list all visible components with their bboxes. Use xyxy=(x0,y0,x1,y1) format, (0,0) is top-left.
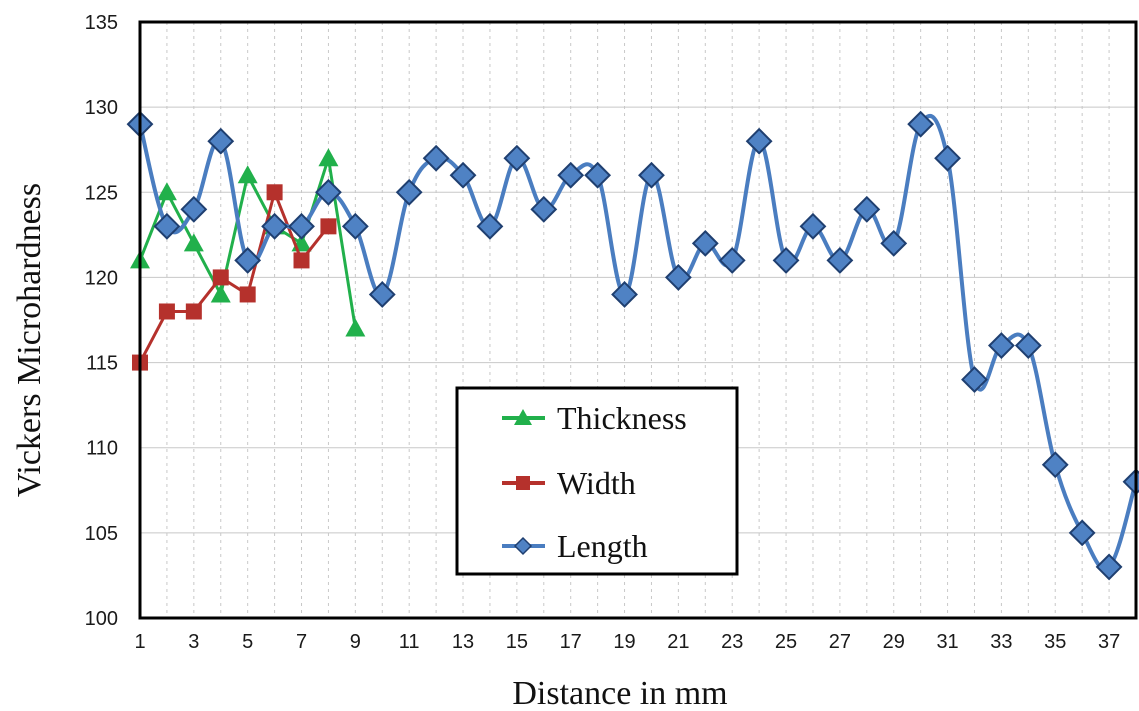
x-tick-label: 7 xyxy=(296,631,307,653)
data-point-length xyxy=(530,195,558,223)
legend-marker xyxy=(513,536,533,556)
data-point-width xyxy=(266,184,283,201)
x-tick-label: 33 xyxy=(990,631,1012,653)
data-point-length xyxy=(261,212,289,240)
series-length xyxy=(126,110,1139,581)
legend-label-thickness: Thickness xyxy=(557,400,687,436)
data-point-thickness xyxy=(156,182,177,201)
data-point-length xyxy=(1014,332,1042,359)
data-point-length xyxy=(987,332,1015,359)
data-point-length xyxy=(799,212,827,240)
data-point-length xyxy=(772,246,800,274)
y-tick-label: 115 xyxy=(86,353,118,375)
x-tick-label: 11 xyxy=(399,631,420,653)
data-point-length xyxy=(180,195,208,223)
x-tick-label: 9 xyxy=(350,631,361,653)
y-tick-label: 135 xyxy=(85,12,118,34)
x-tick-labels: 1 3 5 7 9 11 13 15 17 19 21 23 25 27 29 31 33 35 37 xyxy=(134,631,1120,653)
data-point-length xyxy=(1068,519,1096,547)
x-tick-label: 5 xyxy=(242,631,253,653)
data-point-width xyxy=(158,303,175,320)
legend-item-thickness: Thickness xyxy=(502,400,687,436)
data-point-length xyxy=(341,212,369,240)
data-point-length xyxy=(934,144,961,172)
x-tick-label: 17 xyxy=(560,631,582,653)
data-point-length xyxy=(718,246,746,274)
data-point-length xyxy=(880,229,908,257)
legend: Thickness Width Length xyxy=(455,386,739,576)
data-point-thickness xyxy=(345,318,366,337)
data-point-length xyxy=(234,246,262,274)
data-point-thickness xyxy=(210,284,231,303)
data-point-thickness xyxy=(237,165,258,184)
y-tick-label: 105 xyxy=(85,523,118,545)
data-point-length xyxy=(907,110,935,138)
x-tick-label: 19 xyxy=(613,631,635,653)
data-point-length xyxy=(422,144,450,172)
legend-item-length: Length xyxy=(502,528,648,564)
data-point-length xyxy=(853,195,881,223)
data-point-length xyxy=(207,127,235,155)
y-tick-label: 100 xyxy=(85,608,118,630)
data-point-length xyxy=(826,246,854,274)
data-point-length xyxy=(449,161,477,189)
series-width xyxy=(132,184,337,371)
legend-items: Thickness Width Length xyxy=(502,400,687,564)
series-layer xyxy=(126,110,1139,581)
legend-item-width: Width xyxy=(502,465,636,501)
y-tick-label: 125 xyxy=(85,182,118,204)
x-axis-label: Distance in mm xyxy=(512,675,727,711)
data-point-length xyxy=(611,281,638,308)
data-point-width xyxy=(212,269,229,286)
legend-marker xyxy=(516,476,530,490)
data-point-length xyxy=(503,144,531,172)
data-point-length xyxy=(745,127,773,155)
data-point-length xyxy=(395,178,423,206)
x-tick-label: 31 xyxy=(936,631,958,653)
data-point-length xyxy=(638,161,665,189)
legend-label-length: Length xyxy=(557,528,648,564)
data-point-length xyxy=(315,178,342,206)
x-tick-label: 29 xyxy=(883,631,905,653)
data-point-length xyxy=(288,212,315,240)
data-point-width xyxy=(185,303,202,320)
data-point-length xyxy=(153,212,181,240)
y-tick-label: 130 xyxy=(85,97,118,119)
data-point-length xyxy=(961,366,988,394)
x-tick-label: 37 xyxy=(1098,631,1120,653)
x-tick-label: 25 xyxy=(775,631,797,653)
data-point-thickness xyxy=(183,233,204,252)
data-point-width xyxy=(320,218,337,235)
x-tick-label: 15 xyxy=(506,631,528,653)
plot-frame xyxy=(138,20,1138,620)
y-axis-label: Vickers Microhardness xyxy=(11,183,48,497)
data-point-length xyxy=(476,212,504,240)
x-tick-label: 23 xyxy=(721,631,743,653)
y-tick-labels: 100 105 110 115 120 125 130 135 xyxy=(85,12,118,630)
data-point-length xyxy=(557,161,585,189)
x-tick-label: 13 xyxy=(452,631,474,653)
data-point-length xyxy=(1041,451,1069,479)
y-tick-label: 110 xyxy=(86,438,118,460)
data-point-width xyxy=(293,252,310,269)
x-tick-label: 21 xyxy=(667,631,689,653)
y-tick-label: 120 xyxy=(85,267,118,289)
x-tick-label: 35 xyxy=(1044,631,1066,653)
data-point-length xyxy=(664,264,692,291)
legend-marker xyxy=(514,409,532,425)
legend-label-width: Width xyxy=(557,465,636,501)
data-point-thickness xyxy=(318,148,339,167)
x-tick-label: 3 xyxy=(188,631,199,653)
x-tick-label: 27 xyxy=(829,631,851,653)
data-point-length xyxy=(584,161,612,189)
data-point-length xyxy=(368,281,396,308)
data-point-width xyxy=(239,286,256,303)
data-point-length xyxy=(691,229,719,257)
data-point-length xyxy=(1095,553,1123,581)
x-tick-label: 1 xyxy=(134,631,145,653)
